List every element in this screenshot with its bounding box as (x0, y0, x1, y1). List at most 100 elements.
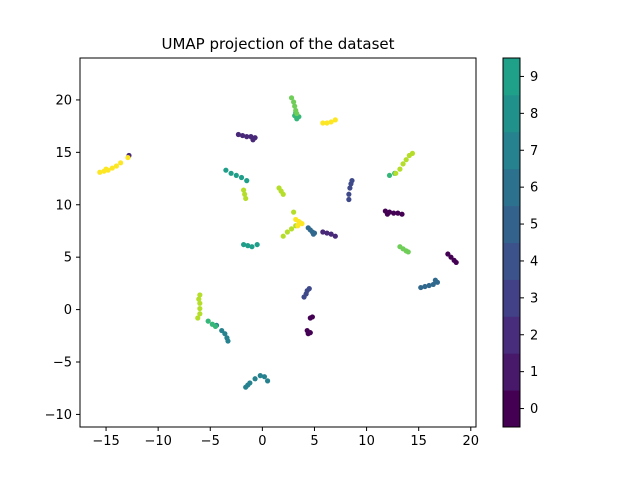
data-point (288, 226, 295, 232)
y-tick-label: −10 (45, 408, 72, 423)
x-tick-label: −15 (92, 434, 119, 449)
data-point (244, 178, 250, 184)
x-axis: −15 −10 −5 0 5 10 15 20 (92, 427, 479, 449)
data-point (197, 300, 203, 306)
data-point (403, 157, 409, 163)
x-tick-label: 10 (358, 434, 375, 449)
colorbar-segment (503, 58, 520, 96)
colorbar-tick-label: 8 (530, 107, 538, 122)
y-tick-label: 0 (64, 303, 72, 318)
x-tick-label: −10 (144, 434, 171, 449)
data-point (250, 137, 256, 143)
data-point (422, 283, 428, 290)
colorbar-segment (503, 131, 520, 170)
x-tick-label: 20 (463, 434, 480, 449)
data-point (239, 132, 246, 139)
data-point (103, 166, 109, 172)
colorbar: 0 1 2 3 4 5 6 7 8 9 (502, 57, 538, 428)
data-point (245, 243, 251, 249)
colorbar-tick-label: 3 (530, 291, 538, 306)
data-point (346, 191, 352, 197)
y-tick-label: 10 (55, 198, 72, 213)
colorbar-tick-label: 2 (530, 328, 538, 343)
data-point (257, 373, 263, 379)
data-point (212, 323, 219, 329)
colorbar-tick-label: 6 (530, 181, 538, 196)
data-point (295, 223, 301, 229)
colorbar-frame (502, 57, 521, 428)
colorbar-tick-label: 4 (530, 254, 538, 269)
data-point (195, 315, 201, 321)
data-point (125, 154, 131, 161)
data-point (405, 249, 411, 255)
data-point (320, 120, 326, 126)
x-tick-label: 0 (258, 434, 266, 449)
data-point (324, 120, 330, 126)
data-point (305, 331, 311, 337)
x-tick-label: −5 (201, 434, 220, 449)
colorbar-tick-label: 5 (530, 218, 538, 233)
colorbar-segment (503, 168, 520, 207)
data-point (245, 382, 251, 388)
colorbar-segment (503, 205, 520, 243)
data-point (109, 165, 115, 171)
y-tick-label: −5 (53, 356, 72, 371)
data-point (113, 163, 120, 169)
data-point (291, 99, 297, 105)
data-point (225, 338, 231, 344)
data-point (222, 331, 228, 337)
data-point (453, 259, 459, 266)
colorbar-segment (503, 279, 520, 317)
data-point (395, 210, 401, 216)
data-point (294, 110, 300, 117)
colorbar-segment (503, 242, 520, 280)
data-point (118, 160, 124, 166)
data-point (346, 196, 352, 203)
colorbar-segment (503, 94, 520, 133)
data-point (292, 103, 298, 109)
data-point (244, 134, 250, 140)
data-point (309, 314, 315, 320)
data-point (384, 211, 391, 217)
data-point (197, 292, 203, 298)
colorbar-tick-label: 0 (530, 402, 538, 417)
data-point (235, 131, 241, 138)
data-point (223, 167, 229, 173)
data-point (291, 209, 297, 215)
data-point (205, 318, 211, 324)
data-point (349, 178, 355, 184)
data-point (241, 241, 247, 248)
data-point (241, 187, 247, 193)
data-point (332, 233, 338, 239)
data-point (324, 230, 330, 236)
data-point (242, 191, 248, 197)
data-point (397, 166, 403, 172)
data-point (400, 161, 406, 167)
x-tick-label: 5 (310, 434, 318, 449)
colorbar-segment (503, 353, 520, 391)
colorbar-tick-label: 7 (530, 144, 538, 159)
data-point (249, 244, 255, 250)
plot-frame (79, 57, 477, 428)
data-point (310, 231, 317, 237)
points-layer (97, 95, 459, 390)
colorbar-tick-label: 1 (530, 365, 538, 380)
data-point (430, 281, 436, 288)
data-point (197, 311, 203, 317)
chart-title: UMAP projection of the dataset (162, 35, 395, 53)
data-point (328, 231, 334, 237)
colorbar-segment (503, 390, 520, 428)
data-point (252, 376, 258, 382)
data-point (393, 170, 399, 176)
data-point (386, 172, 393, 179)
data-point (197, 305, 203, 312)
data-point (196, 296, 202, 302)
data-point (328, 119, 334, 125)
data-point (280, 233, 286, 239)
y-tick-label: 5 (64, 251, 72, 266)
colorbar-segment (503, 316, 520, 354)
data-point (332, 117, 338, 123)
data-point (264, 378, 271, 384)
